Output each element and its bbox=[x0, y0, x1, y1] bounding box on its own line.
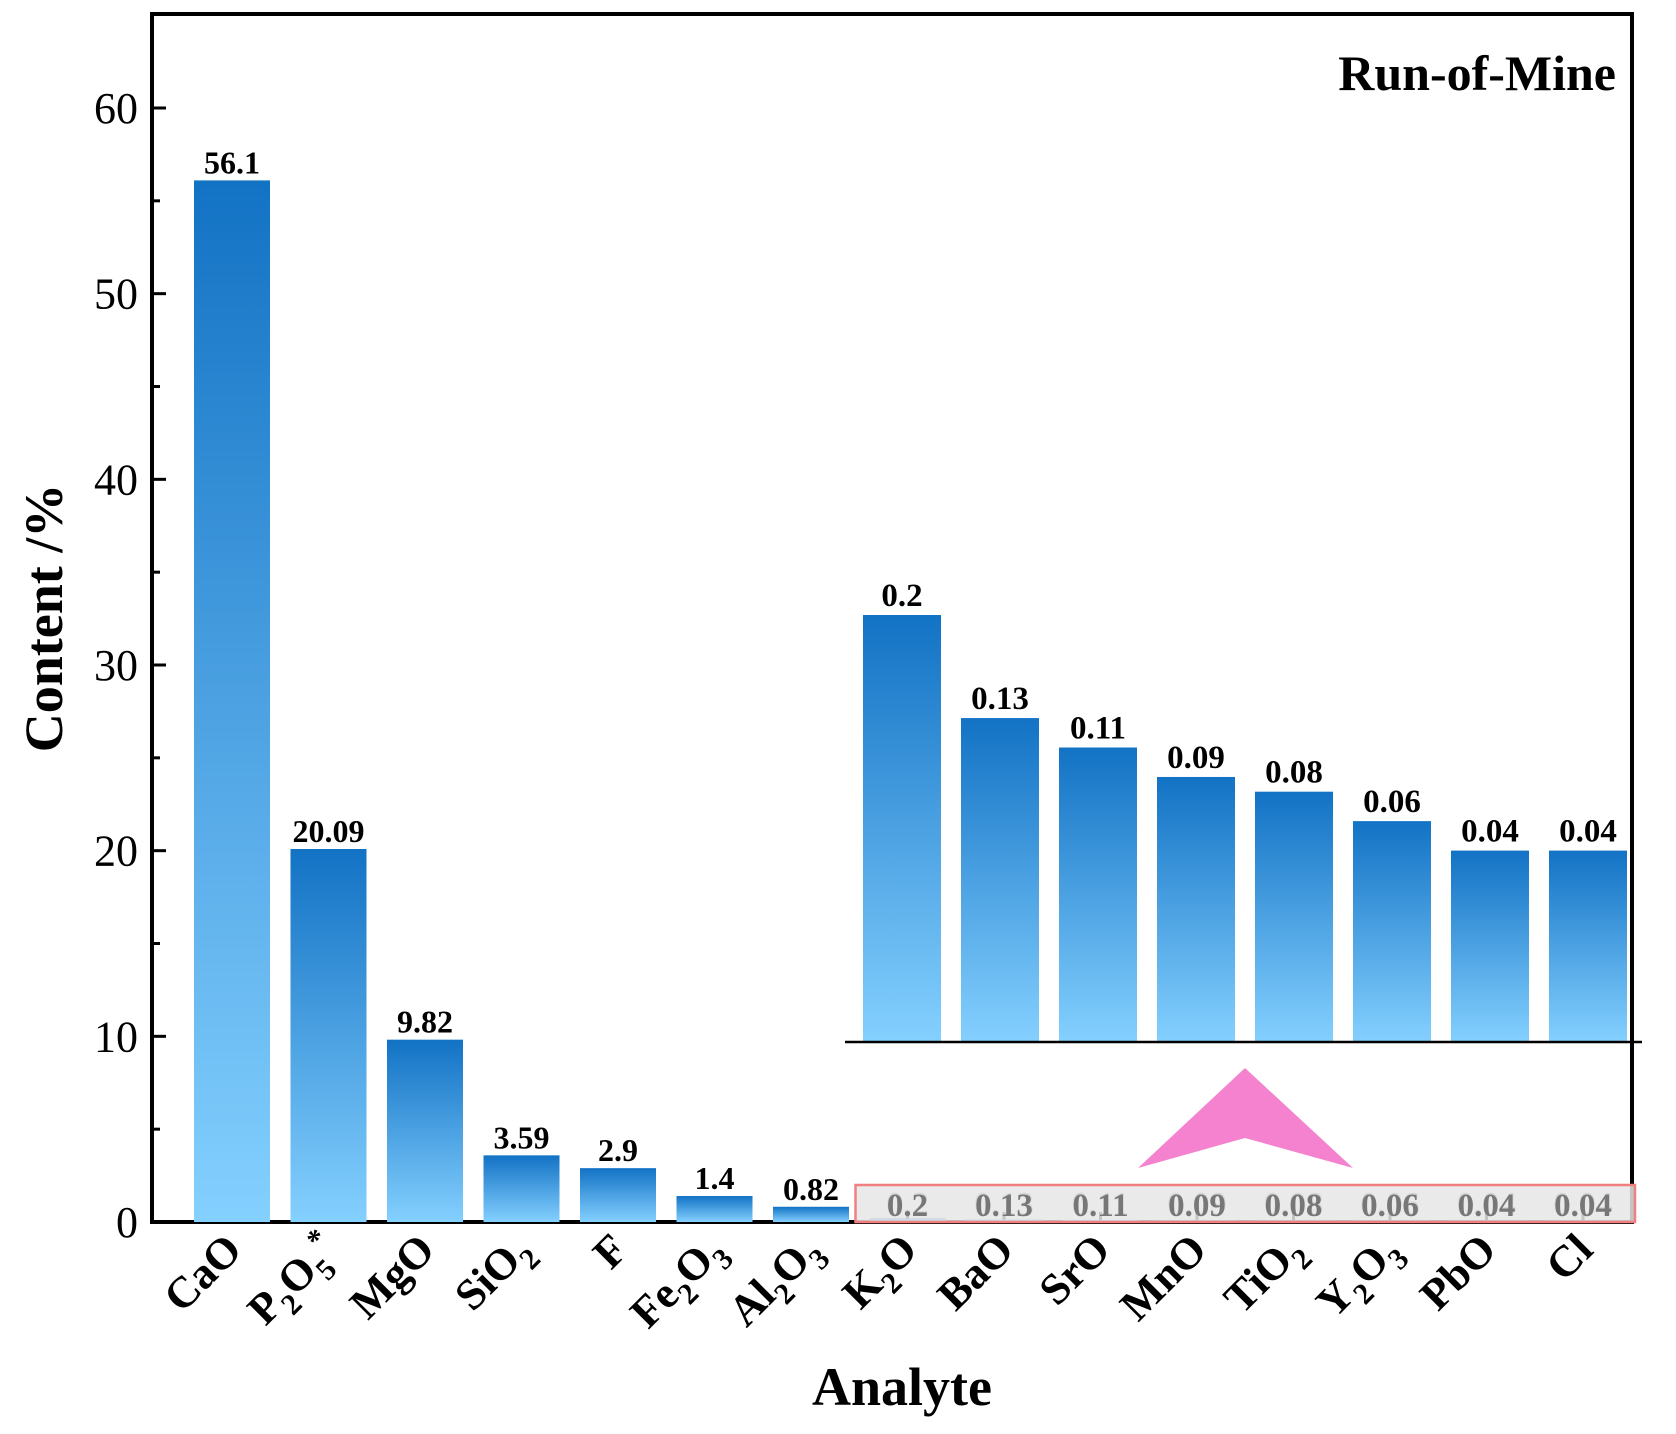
x-tick-label: Fe2O3 bbox=[621, 1224, 740, 1343]
bar bbox=[290, 848, 367, 1222]
bar bbox=[773, 1206, 849, 1222]
inset-bar bbox=[961, 718, 1039, 1042]
y-tick-label: 20 bbox=[94, 827, 138, 876]
x-tick-label: Y2O3 bbox=[1307, 1224, 1416, 1333]
x-tick-label: SrO bbox=[1030, 1224, 1120, 1314]
inset-bar bbox=[1451, 850, 1529, 1042]
minor-value-label: 0.11 bbox=[1073, 1188, 1129, 1224]
bar-value-label: 1.4 bbox=[695, 1160, 735, 1196]
x-tick-label: P2O5* bbox=[236, 1222, 354, 1340]
bar bbox=[483, 1155, 560, 1222]
x-tick-label: F bbox=[583, 1224, 637, 1278]
highlight-box bbox=[854, 1183, 1637, 1224]
inset-value-label: 0.11 bbox=[1070, 711, 1126, 747]
bar bbox=[676, 1196, 753, 1222]
y-tick-label: 50 bbox=[94, 270, 138, 319]
y-tick-label: 10 bbox=[94, 1012, 138, 1061]
minor-analytes-highlight: 0.2 0.13 0.11 0.09 0.08 0.06 0.04 0.04 bbox=[854, 1068, 1637, 1224]
bar bbox=[194, 180, 270, 1222]
inset-bar bbox=[863, 615, 941, 1042]
x-tick-label: SiO2 bbox=[445, 1224, 547, 1326]
x-tick-label: MnO bbox=[1111, 1224, 1217, 1330]
x-tick-label: Cl bbox=[1536, 1224, 1602, 1290]
inset-bar bbox=[1255, 791, 1333, 1042]
bar-value-label: 2.9 bbox=[598, 1132, 638, 1168]
zoom-arrow bbox=[1138, 1068, 1353, 1168]
minor-value-label: 0.2 bbox=[887, 1188, 928, 1224]
y-tick-label: 30 bbox=[94, 641, 138, 690]
inset-value-label: 0.04 bbox=[1559, 814, 1617, 850]
inset-bar bbox=[1059, 747, 1137, 1042]
inset-value-label: 0.08 bbox=[1265, 755, 1323, 791]
x-tick-label: MgO bbox=[340, 1224, 444, 1328]
x-tick-label: BaO bbox=[928, 1224, 1023, 1319]
inset-value-label: 0.13 bbox=[971, 681, 1029, 717]
y-tick-label: 40 bbox=[94, 455, 138, 504]
x-tick-label: TiO2 bbox=[1214, 1224, 1319, 1329]
x-tick-label: PbO bbox=[1410, 1224, 1505, 1319]
y-tick-label: 0 bbox=[116, 1198, 138, 1247]
x-axis-label: Analyte bbox=[812, 1357, 992, 1417]
bar-value-label: 20.09 bbox=[293, 813, 365, 849]
inset-value-label: 0.09 bbox=[1167, 740, 1225, 776]
bar-value-label: 3.59 bbox=[494, 1119, 550, 1155]
y-axis: 0 10 20 30 40 50 60 bbox=[94, 84, 1585, 1247]
x-tick-label: CaO bbox=[154, 1224, 251, 1321]
inset-bar bbox=[1549, 850, 1627, 1042]
y-axis-label: Content /% bbox=[14, 484, 74, 753]
minor-value-label: 0.08 bbox=[1265, 1188, 1323, 1224]
minor-value-label: 0.09 bbox=[1168, 1188, 1226, 1224]
inset-value-label: 0.06 bbox=[1363, 784, 1421, 820]
inset-value-label: 0.2 bbox=[881, 578, 922, 614]
inset-chart: 0.2 0.13 0.11 0.09 0.08 0.06 0.04 0.04 bbox=[845, 578, 1642, 1044]
x-tick-label: Al2O3 bbox=[719, 1224, 837, 1342]
bar bbox=[580, 1168, 656, 1222]
bar bbox=[387, 1039, 463, 1222]
x-tick-label: K2O bbox=[833, 1224, 933, 1324]
chart-title: Run-of-Mine bbox=[1338, 45, 1616, 101]
minor-value-label: 0.13 bbox=[975, 1188, 1033, 1224]
minor-value-label: 0.04 bbox=[1458, 1188, 1516, 1224]
inset-bar bbox=[1353, 821, 1431, 1042]
minor-value-label: 0.04 bbox=[1554, 1188, 1612, 1224]
y-tick-label: 60 bbox=[94, 84, 138, 133]
bar-value-label: 56.1 bbox=[204, 144, 260, 180]
inset-bar bbox=[1157, 776, 1235, 1042]
bar-value-label: 9.82 bbox=[397, 1004, 453, 1040]
inset-value-label: 0.04 bbox=[1461, 814, 1519, 850]
minor-value-label: 0.06 bbox=[1361, 1188, 1419, 1224]
bar-value-label: 0.82 bbox=[783, 1171, 839, 1207]
bars bbox=[194, 180, 1621, 1222]
